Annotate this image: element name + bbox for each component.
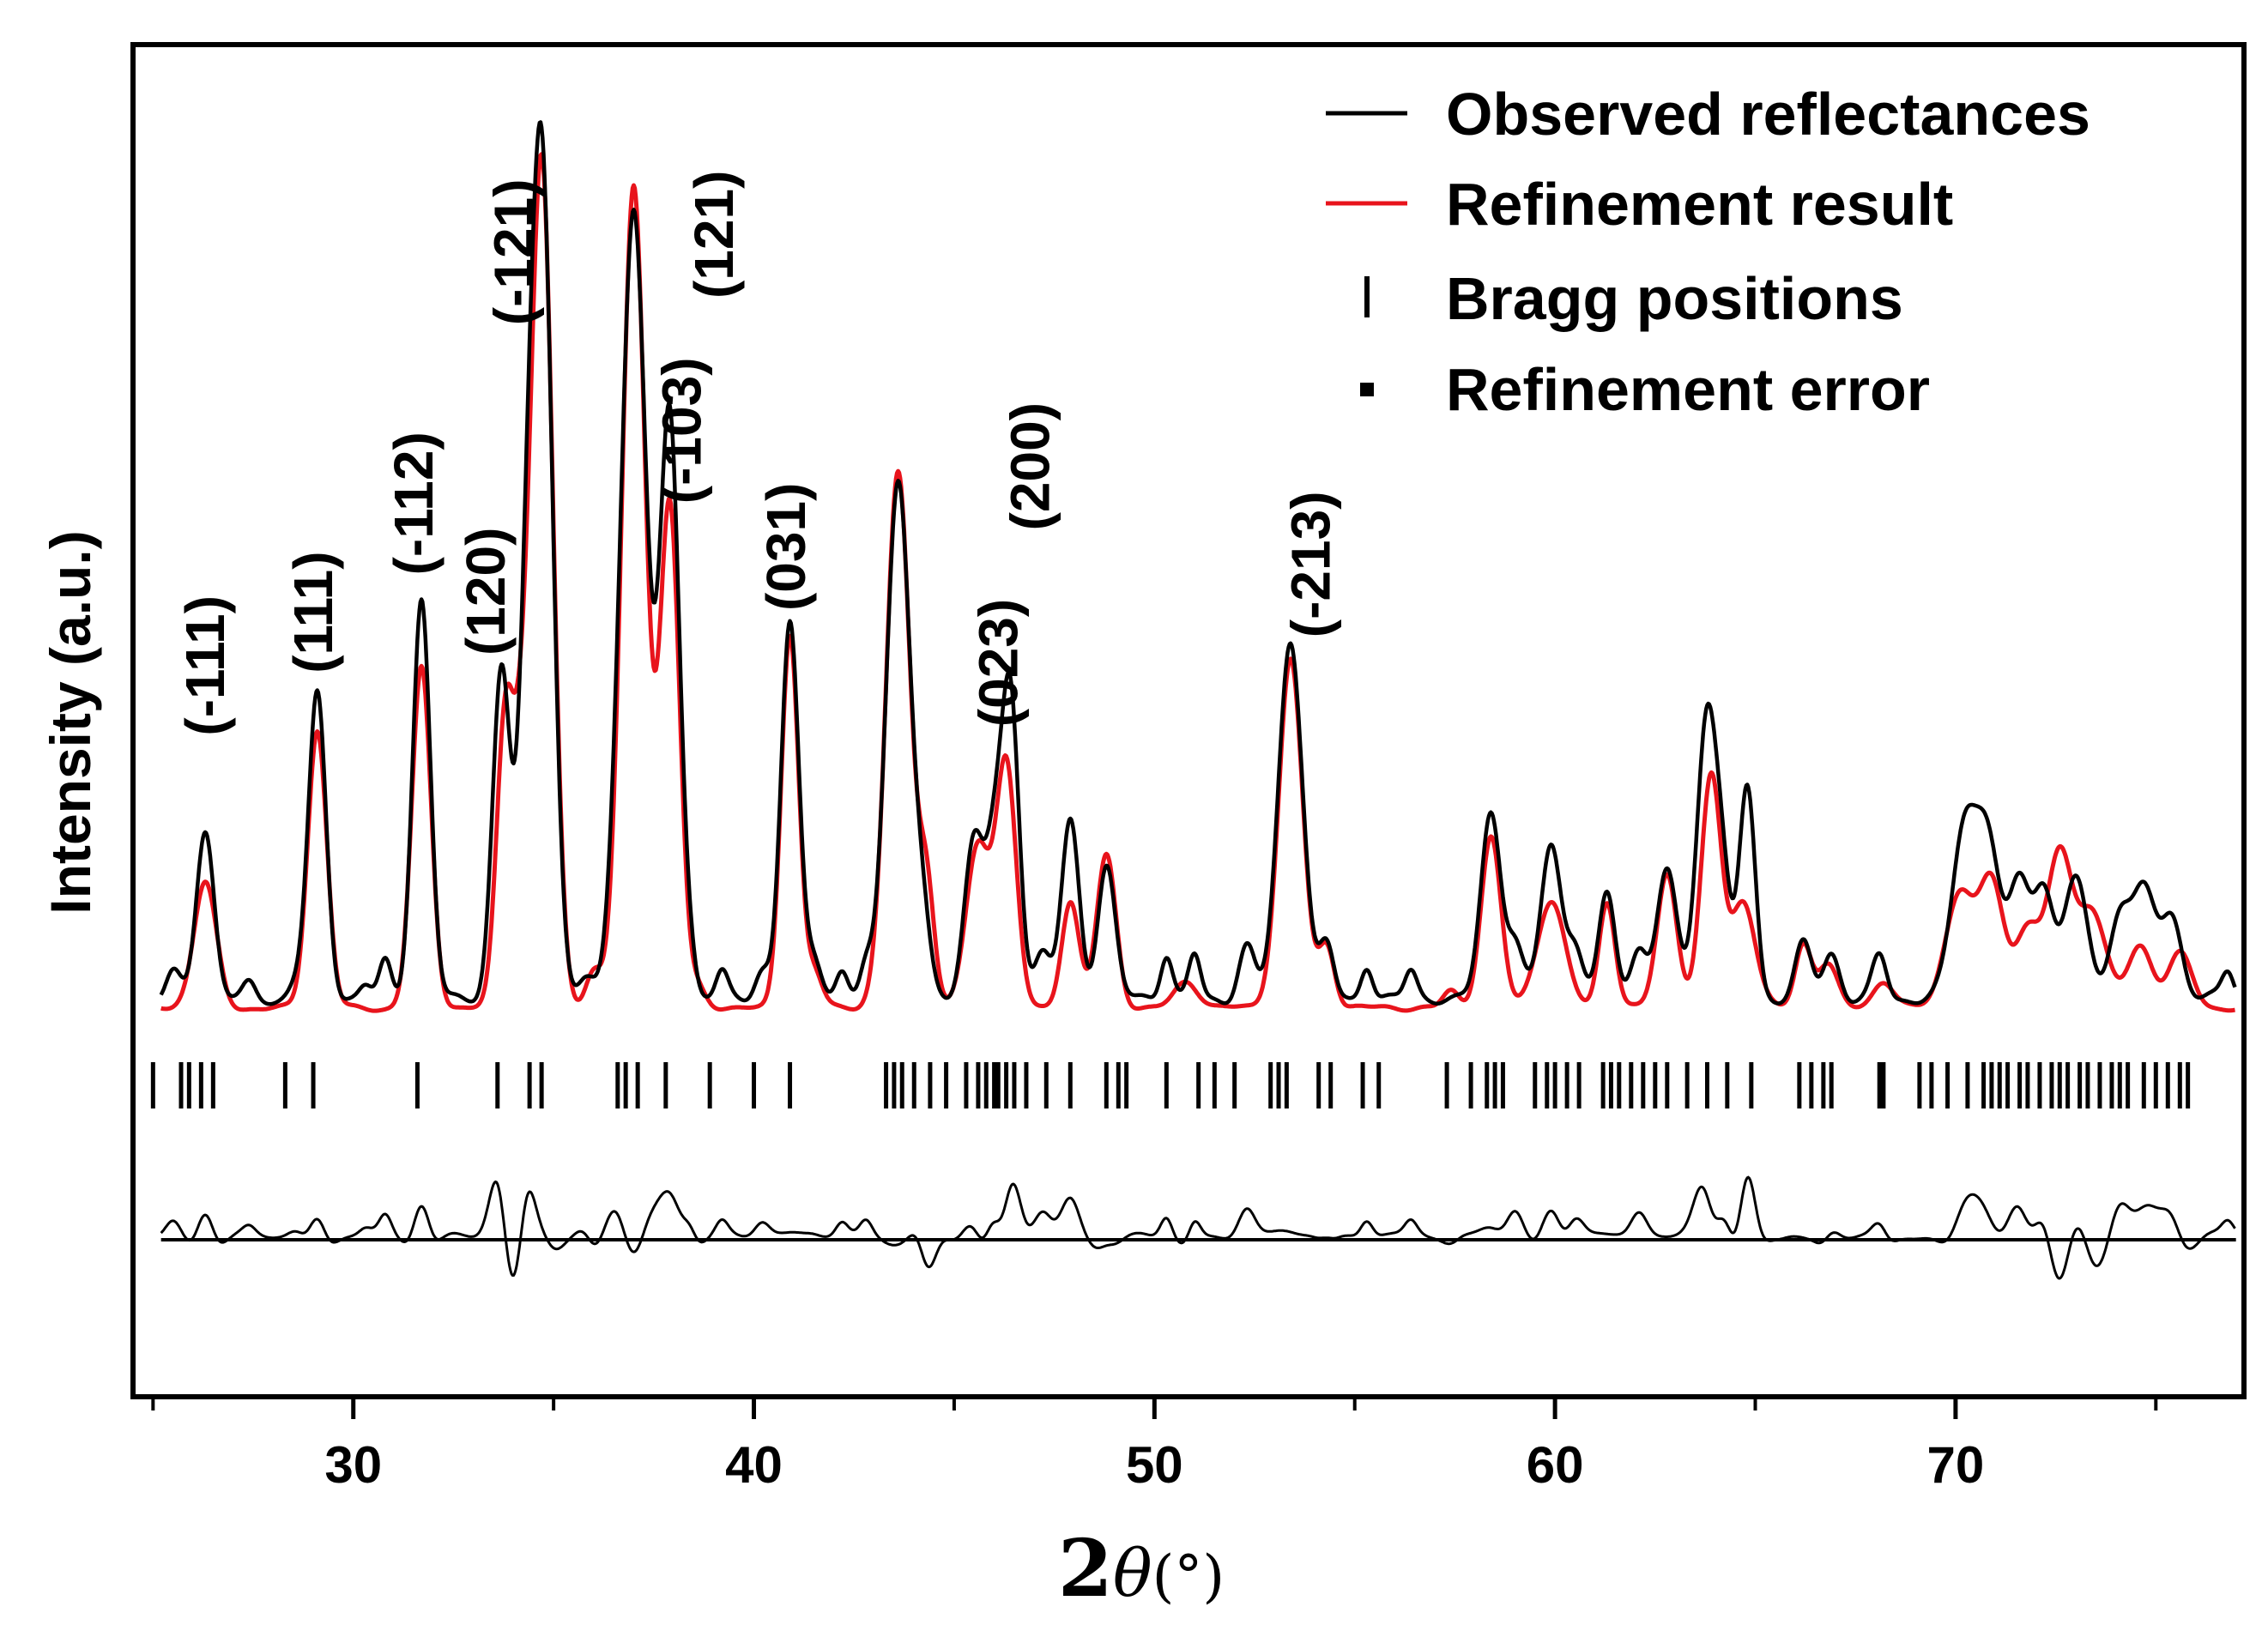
peak-label: (-103) [651, 357, 713, 504]
bragg-positions [150, 1062, 2191, 1108]
peak-labels: (-111) (111) (-112)(120) (-121) (-103) (121) (… [174, 171, 1341, 736]
peak-label: (120) [455, 528, 517, 655]
peak-label: (-213) [1279, 491, 1341, 637]
y-axis-title: Intensity (a.u.) [39, 530, 102, 914]
x-tick-label: 60 [1527, 1436, 1584, 1494]
peak-label: (121) [683, 171, 745, 299]
legend: Observed reflectances Refinement result … [1326, 81, 2090, 423]
x-tick-label: 40 [725, 1436, 783, 1494]
legend-label-bragg: Bragg positions [1446, 265, 1903, 332]
error-curve [160, 1175, 2236, 1280]
x-axis-tick-labels: 30 40 50 60 70 [324, 1436, 1984, 1494]
x-tick-label: 30 [324, 1436, 382, 1494]
peak-label: (-111) [174, 595, 236, 736]
refinement-error-curve [160, 1175, 2236, 1280]
peak-label: (-121) [483, 178, 545, 325]
series-line-observed-reflectances [159, 120, 2237, 1006]
peak-label: (111) [282, 551, 344, 673]
legend-label-error: Refinement error [1446, 356, 1930, 423]
x-axis-title-symbol: θ [1113, 1535, 1152, 1611]
peak-label: (200) [1000, 402, 1061, 530]
x-tick-label: 50 [1126, 1436, 1183, 1494]
x-axis-ticks [151, 1397, 2158, 1419]
peak-label: (023) [967, 599, 1029, 727]
plot-frame [130, 42, 2247, 1399]
x-tick-label: 70 [1927, 1436, 1985, 1494]
legend-swatch-error [1360, 383, 1374, 396]
x-axis-title-unit: (°) [1152, 1543, 1225, 1610]
legend-label-observed: Observed reflectances [1446, 81, 2090, 148]
series-layer [159, 120, 2237, 1013]
peak-label: (031) [755, 483, 817, 611]
peak-label: (-112) [383, 432, 445, 575]
legend-label-refinement: Refinement result [1446, 171, 1953, 238]
x-axis-title-prefix: 2 [1058, 1522, 1113, 1615]
x-axis-title: 2θ(°) [1058, 1522, 1225, 1615]
